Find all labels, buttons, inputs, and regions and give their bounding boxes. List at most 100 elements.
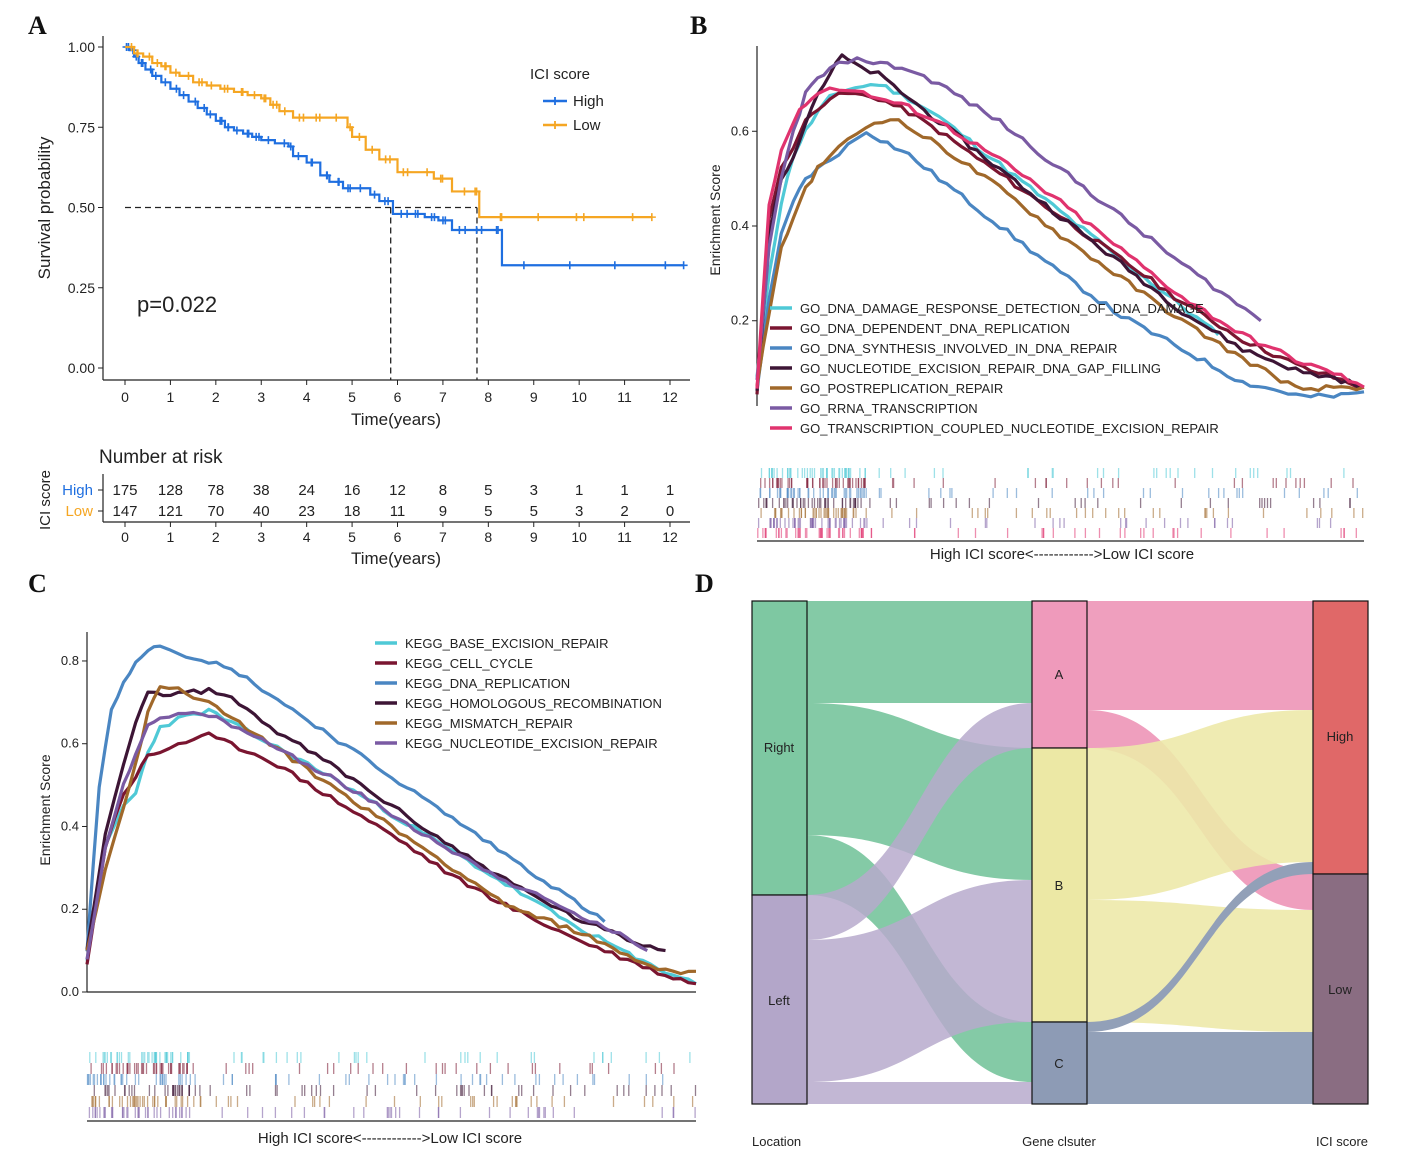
risk-cell: 147 <box>112 503 137 520</box>
risk-cell: 38 <box>253 482 270 499</box>
risk-x-tick-label: 12 <box>662 529 678 545</box>
km-x-tick-label: 1 <box>167 389 175 405</box>
gsea-y-tick-label: 0.6 <box>731 123 749 138</box>
risk-cell: 175 <box>112 482 137 499</box>
gsea-curve-kegg-homologous-recombination <box>85 686 666 953</box>
censor-mark <box>269 100 278 109</box>
censor-mark <box>496 213 505 222</box>
risk-x-tick-label: 2 <box>212 529 220 545</box>
node-left <box>751 894 808 1105</box>
censor-mark <box>237 87 246 96</box>
risk-row-label-low: Low <box>65 503 93 520</box>
censor-mark <box>565 261 574 270</box>
risk-cell: 3 <box>575 503 583 520</box>
gsea-go-xlabel: High ICI score<------------>Low ICI scor… <box>930 546 1194 563</box>
censor-mark <box>146 65 155 74</box>
censor-mark <box>323 171 332 180</box>
censor-mark <box>455 225 464 234</box>
censor-mark <box>184 71 193 80</box>
km-ylabel: Survival probability <box>35 136 54 279</box>
risk-cell: 23 <box>298 503 315 520</box>
censor-mark <box>628 213 637 222</box>
risk-cell: 78 <box>207 482 224 499</box>
censor-mark <box>312 113 321 122</box>
gsea-go-ylabel: Enrichment Score <box>707 164 723 275</box>
sankey-flows <box>807 601 1313 1104</box>
gsea-go-curves: 0.2 0.4 0.6 GO_DNA_DAMAGE_RESPONSE_DETECTIO… <box>731 46 1365 542</box>
risk-x-tick-label: 5 <box>348 529 356 545</box>
risk-x-tick-label: 1 <box>167 529 175 545</box>
risk-cell: 70 <box>207 503 224 520</box>
km-x-tick-label: 6 <box>394 389 402 405</box>
censor-mark <box>471 187 480 196</box>
risk-cell: 5 <box>530 503 538 520</box>
censor-mark <box>280 139 289 148</box>
gsea-kegg-plot: Enrichment Score High ICI score<--------… <box>37 632 697 1147</box>
gsea-legend-label: KEGG_MISMATCH_REPAIR <box>405 716 573 731</box>
gsea-go-plot: Enrichment Score High ICI score<--------… <box>707 46 1365 563</box>
node-label-high: High <box>1327 729 1354 744</box>
panel-letter-a: A <box>28 11 47 40</box>
censor-mark <box>294 152 303 161</box>
censor-mark <box>430 213 439 222</box>
sankey-axis-ici-score: ICI score <box>1316 1134 1368 1149</box>
censor-mark <box>355 132 364 141</box>
censor-mark <box>494 225 503 234</box>
risk-row-label-high: High <box>62 482 93 499</box>
gsea-curve-kegg-mismatch-repair <box>85 685 697 976</box>
gsea-curve-go-transcription-coupled-nucleotide-excision-repair <box>755 86 1365 389</box>
censor-mark <box>171 68 180 77</box>
censor-mark <box>370 190 379 199</box>
km-x-tick-label: 5 <box>348 389 356 405</box>
gsea-kegg-ylabel: Enrichment Score <box>37 754 53 865</box>
censor-mark <box>460 187 469 196</box>
km-survival-plot: Survival probability Time(years) p=0.022… <box>35 36 690 568</box>
gsea-kegg-xlabel: High ICI score<------------>Low ICI scor… <box>258 1130 522 1147</box>
gsea-legend-label: GO_DNA_SYNTHESIS_INVOLVED_IN_DNA_REPAIR <box>800 341 1117 356</box>
sankey-axis-gene-cluster: Gene clsuter <box>1022 1134 1096 1149</box>
node-label-b: B <box>1055 878 1064 893</box>
censor-mark <box>244 129 253 138</box>
censor-mark <box>403 168 412 177</box>
km-legend-title: ICI score <box>530 66 590 83</box>
censor-mark <box>252 132 261 141</box>
gsea-legend-label: GO_DNA_DAMAGE_RESPONSE_DETECTION_OF_DNA_… <box>800 301 1204 316</box>
risk-x-tick-label: 6 <box>394 529 402 545</box>
censor-mark <box>519 261 528 270</box>
risk-cell: 5 <box>484 482 492 499</box>
gsea-y-tick-label: 0.4 <box>61 818 79 833</box>
km-curves <box>122 43 688 270</box>
km-x-tick-label: 7 <box>439 389 447 405</box>
km-x-tick-label: 4 <box>303 389 311 405</box>
censor-mark <box>385 155 394 164</box>
censor-mark <box>220 84 229 93</box>
km-xlabel: Time(years) <box>351 410 441 429</box>
gsea-curve-go-nucleotide-excision-repair-dna-gap-filling <box>755 53 1365 391</box>
censor-mark <box>579 213 588 222</box>
gsea-y-tick-label: 0.8 <box>61 653 79 668</box>
censor-mark <box>191 97 200 106</box>
flow-c-low <box>1087 1032 1313 1104</box>
risk-x-tick-label: 8 <box>484 529 492 545</box>
km-x-tick-label: 2 <box>212 389 220 405</box>
km-y-tick-label: 0.75 <box>68 119 95 135</box>
censor-mark <box>161 62 170 71</box>
censor-mark <box>250 91 259 100</box>
risk-cell: 121 <box>158 503 183 520</box>
gsea-curve-go-dna-synthesis-involved-in-dna-repair <box>755 131 1365 399</box>
censor-mark <box>161 78 170 87</box>
censor-mark <box>200 103 209 112</box>
gsea-curve-kegg-nucleotide-excision-repair <box>85 710 649 960</box>
censor-mark <box>647 213 656 222</box>
sankey-diagram: Right Left A B C High Low Location Gene … <box>751 600 1369 1149</box>
censor-mark <box>264 136 273 145</box>
censor-mark <box>368 145 377 154</box>
flow-left-b <box>807 880 1032 1082</box>
censor-mark <box>334 177 343 186</box>
risk-cell: 1 <box>620 482 628 499</box>
censor-mark <box>206 110 215 119</box>
gsea-legend-label: KEGG_BASE_EXCISION_REPAIR <box>405 636 609 651</box>
censor-mark <box>661 261 670 270</box>
km-axes: 0.000.250.500.751.000 1 2 3 4 5 6 7 8 9 10 11 12 <box>68 36 690 405</box>
